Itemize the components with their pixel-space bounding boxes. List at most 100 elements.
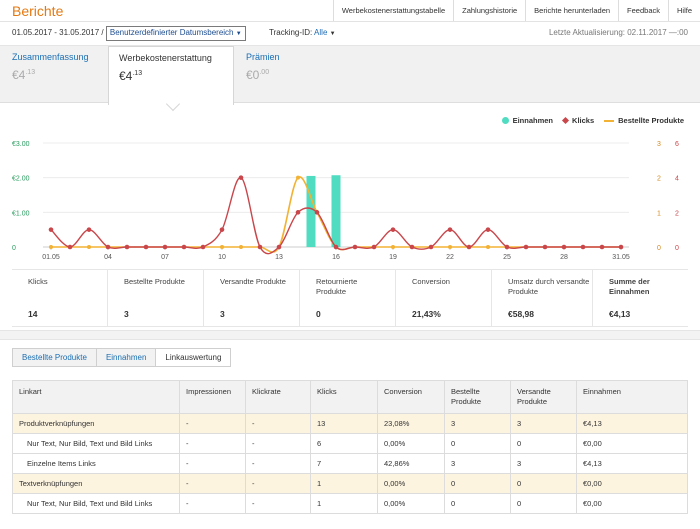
tab-praemien[interactable]: Prämien €0.00 (246, 52, 280, 82)
tab-amount: €0.00 (246, 68, 270, 82)
date-range-text: 01.05.2017 - 31.05.2017 / (12, 28, 104, 37)
top-links: Werbekostenerstattungstabelle Zahlungshi… (332, 0, 700, 21)
table-row: Nur Text, Nur Bild, Text und Bild Links -… (12, 493, 688, 514)
x-axis-tick-label: 13 (275, 254, 283, 261)
tab-zusammenfassung[interactable]: Zusammenfassung €4.13 (12, 52, 89, 82)
stat-umsatz: Umsatz durch versandte Produkte €58,98 (492, 270, 593, 326)
point-bestellte-produkte (49, 245, 53, 249)
point-klicks (238, 175, 244, 180)
y2-axis-tick-label: 3 (657, 141, 661, 148)
legend-item-klicks[interactable]: Klicks (561, 116, 595, 125)
point-klicks (485, 227, 491, 232)
point-klicks (162, 244, 168, 250)
stat-conversion: Conversion 21,43% (396, 270, 492, 326)
tab-label: Zusammenfassung (12, 52, 89, 62)
date-row: 01.05.2017 - 31.05.2017 / Benutzerdefini… (0, 22, 700, 44)
tab-amount: €4.13 (119, 69, 143, 83)
table-row: Einzelne Items Links - -7 42,86% 3 3 €4,13 (12, 453, 688, 474)
tracking-id-dropdown[interactable]: Alle ▼ (314, 28, 336, 37)
stat-versandte-produkte: Versandte Produkte 3 (204, 270, 300, 326)
table-cell: - (245, 473, 311, 494)
table-cell: Nur Text, Nur Bild, Text und Bild Links (12, 433, 180, 454)
y3-axis-tick-label: 6 (675, 141, 679, 148)
subtab-linkauswertung[interactable]: Linkauswertung (155, 348, 232, 367)
table-cell: 42,86% (377, 453, 445, 474)
col-klicks[interactable]: Klicks (310, 380, 378, 414)
y3-axis-tick-label: 2 (675, 210, 679, 217)
link-berichte-herunterladen[interactable]: Berichte herunterladen (525, 0, 618, 21)
table-cell: €0,00 (576, 493, 688, 514)
performance-chart: €3.00 3 6 €2.00 2 4 €1.00 1 2 0 0 0 01.05 04 07 10 13 16 1… (12, 141, 679, 261)
col-klickrate[interactable]: Klickrate (245, 380, 311, 414)
y2-axis-tick-label: 2 (657, 176, 661, 183)
point-klicks (257, 244, 263, 250)
table-cell: 0 (510, 473, 577, 494)
legend-label: Klicks (572, 116, 595, 125)
table-cell: Einzelne Items Links (12, 453, 180, 474)
tab-werbekostenerstattung[interactable]: Werbekostenerstattung €4.13 (108, 46, 234, 105)
link-feedback[interactable]: Feedback (618, 0, 668, 21)
table-cell: - (179, 493, 246, 514)
table-cell: - (179, 473, 246, 494)
section-divider (0, 330, 700, 340)
page-title: Berichte (12, 3, 64, 19)
x-axis-tick-label: 19 (389, 254, 397, 261)
tracking-id-value: Alle (314, 28, 328, 37)
link-werbekostenerstattungstabelle[interactable]: Werbekostenerstattungstabelle (332, 0, 453, 21)
col-bestellte-produkte[interactable]: Bestellte Produkte (444, 380, 511, 414)
last-updated: Letzte Aktualisierung: 02.11.2017 —:00 (548, 28, 688, 37)
table-cell: 3 (510, 453, 577, 474)
legend-item-einnahmen[interactable]: Einnahmen (501, 116, 553, 125)
point-klicks (352, 244, 358, 250)
col-linkart[interactable]: Linkart (12, 380, 180, 414)
subtab-bestellte-produkte[interactable]: Bestellte Produkte (12, 348, 97, 367)
stat-klicks: Klicks 14 (12, 270, 108, 326)
legend-item-bestellte-produkte[interactable]: Bestellte Produkte (604, 116, 684, 125)
point-klicks (124, 244, 130, 250)
table-cell: - (179, 453, 246, 474)
point-klicks (523, 244, 529, 250)
tracking-id: Tracking-ID: Alle ▼ (269, 22, 336, 45)
stat-retournierte-produkte: Retournierte Produkte 0 (300, 270, 396, 326)
y3-axis-tick-label: 4 (675, 176, 679, 183)
x-axis-tick-label: 22 (446, 254, 454, 261)
link-zahlungshistorie[interactable]: Zahlungshistorie (453, 0, 525, 21)
table-cell: 0,00% (377, 473, 445, 494)
date-range: 01.05.2017 - 31.05.2017 / Benutzerdefini… (12, 22, 246, 44)
point-klicks (561, 244, 567, 250)
col-impressionen[interactable]: Impressionen (179, 380, 246, 414)
point-klicks (580, 244, 586, 250)
point-klicks (86, 227, 92, 232)
col-versandte-produkte[interactable]: Versandte Produkte (510, 380, 577, 414)
table-cell: 0 (444, 493, 511, 514)
x-axis-tick-label: 07 (161, 254, 169, 261)
table-cell: - (245, 493, 311, 514)
date-range-dropdown[interactable]: Benutzerdefinierter Datumsbereich ▼ (105, 26, 246, 41)
stat-bestellte-produkte: Bestellte Produkte 3 (108, 270, 204, 326)
table-cell: 3 (510, 413, 577, 434)
y-axis-tick-label: €1.00 (12, 210, 30, 217)
table-cell: 3 (444, 453, 511, 474)
y-axis-tick-label: 0 (12, 245, 16, 252)
table-cell: - (245, 453, 311, 474)
link-report-table: Linkart Impressionen Klickrate Klicks Co… (12, 380, 688, 514)
table-cell: 1 (310, 473, 378, 494)
x-axis-tick-label: 01.05 (42, 254, 60, 261)
link-hilfe[interactable]: Hilfe (667, 0, 700, 21)
subtab-einnahmen[interactable]: Einnahmen (95, 348, 157, 367)
chevron-down-icon: ▼ (235, 31, 242, 37)
table-cell: 6 (310, 433, 378, 454)
col-einnahmen[interactable]: Einnahmen (576, 380, 688, 414)
point-klicks (276, 244, 282, 250)
point-bestellte-produkte (391, 245, 395, 249)
table-cell: €4,13 (576, 453, 688, 474)
col-conversion[interactable]: Conversion (377, 380, 445, 414)
table-cell: Produktverknüpfungen (12, 413, 180, 434)
page-header: Berichte Werbekostenerstattungstabelle Z… (0, 0, 700, 22)
table-cell: 0 (444, 433, 511, 454)
chart-legend: Einnahmen Klicks Bestellte Produkte (501, 116, 684, 125)
bar-einnahmen (306, 175, 316, 247)
point-bestellte-produkte (87, 245, 91, 249)
table-cell: €0,00 (576, 473, 688, 494)
point-klicks (143, 244, 149, 250)
